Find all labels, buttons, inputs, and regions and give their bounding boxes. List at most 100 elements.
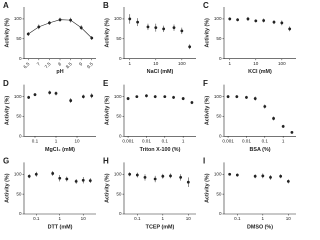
x-tick-label: 100 <box>278 61 286 66</box>
x-tick-label: 1 <box>182 139 185 144</box>
y-tick-label: 0 <box>219 56 222 61</box>
data-point <box>146 25 150 29</box>
data-point <box>81 95 85 98</box>
y-axis-label: Activity (%) <box>104 173 110 203</box>
data-point <box>90 36 94 40</box>
data-point <box>188 45 192 49</box>
y-tick-label: 50 <box>16 191 22 196</box>
x-tick-label: 1 <box>58 216 61 221</box>
x-tick-label: 1 <box>128 61 131 66</box>
x-tick-label: 0.001 <box>222 139 234 144</box>
data-point <box>245 95 248 99</box>
y-tick-label: 0 <box>19 134 22 139</box>
y-tick-label: 50 <box>16 36 22 41</box>
data-point <box>65 177 69 181</box>
data-point <box>235 173 239 177</box>
data-point <box>27 95 31 99</box>
data-point <box>128 17 132 21</box>
data-point <box>186 180 190 184</box>
y-tick-label: 100 <box>214 16 222 21</box>
x-tick-label: 8.5 <box>65 61 73 69</box>
panel-label: G <box>3 156 9 165</box>
y-axis-label: Activity (%) <box>4 96 10 126</box>
data-point <box>154 26 158 30</box>
x-tick-label: 0.1 <box>33 216 40 221</box>
data-point <box>272 117 275 120</box>
data-point <box>33 93 37 97</box>
data-point <box>253 174 257 178</box>
x-tick-label: 1 <box>262 216 265 221</box>
y-tick-label: 50 <box>116 114 122 119</box>
data-point <box>269 176 272 179</box>
data-point <box>135 173 139 177</box>
data-point <box>90 94 94 98</box>
x-tick-label: 6.5 <box>22 61 30 69</box>
data-point <box>172 26 176 30</box>
data-point <box>281 124 285 128</box>
panel-label: A <box>3 1 9 10</box>
x-tick-label: 10 <box>286 216 292 221</box>
data-point <box>261 174 265 178</box>
x-tick-label: 0.01 <box>142 139 151 144</box>
data-point <box>236 18 240 22</box>
data-point <box>280 21 284 25</box>
data-point <box>254 19 258 23</box>
data-point <box>263 105 267 108</box>
data-point <box>190 101 194 104</box>
data-point <box>161 174 165 178</box>
y-tick-label: 100 <box>114 171 122 176</box>
y-tick-label: 100 <box>214 171 222 176</box>
y-tick-label: 0 <box>219 211 222 216</box>
y-axis-label: Activity (%) <box>104 18 110 48</box>
data-point <box>163 95 167 98</box>
data-point <box>51 172 55 175</box>
data-point <box>81 178 85 182</box>
y-tick-label: 0 <box>19 56 22 61</box>
data-point <box>181 97 185 100</box>
data-point <box>126 97 130 100</box>
data-point <box>135 95 139 98</box>
x-tick-label: 1 <box>162 216 165 221</box>
data-point <box>34 172 38 176</box>
panel-label: C <box>203 1 209 10</box>
data-point <box>246 17 250 21</box>
data-point <box>235 95 239 98</box>
data-point <box>153 95 157 98</box>
data-point <box>162 27 166 31</box>
x-tick-label: 0.1 <box>234 216 241 221</box>
data-point <box>58 18 62 22</box>
data-point <box>228 172 232 176</box>
data-point <box>290 130 294 134</box>
y-axis-label: Activity (%) <box>204 18 210 48</box>
x-axis-label: DTT (mM) <box>48 224 73 230</box>
y-tick-label: 50 <box>116 36 122 41</box>
x-tick-label: 0.1 <box>262 139 269 144</box>
x-axis-label: Triton X-100 (%) <box>140 147 181 153</box>
data-point <box>172 95 175 99</box>
x-tick-label: 1 <box>228 61 231 66</box>
x-axis-label: BSA (%) <box>249 147 270 153</box>
data-point <box>145 94 148 98</box>
x-tick-label: 10 <box>186 216 192 221</box>
x-tick-label: 7 <box>36 61 42 67</box>
x-tick-label: 10 <box>81 216 87 221</box>
x-tick-label: 10 <box>74 139 80 144</box>
data-point <box>179 176 183 179</box>
data-point <box>262 19 266 22</box>
x-tick-label: 10 <box>253 61 259 66</box>
x-tick-label: 0.1 <box>32 139 39 144</box>
x-axis-label: MgCl₂ (mM) <box>45 147 75 153</box>
data-point <box>26 32 30 36</box>
data-point <box>272 20 276 24</box>
panel-label: E <box>103 79 109 88</box>
x-axis-label: pH <box>56 69 63 75</box>
x-axis-label: NaCl (mM) <box>147 69 174 75</box>
y-axis-label: Activity (%) <box>4 173 10 203</box>
y-tick-label: 0 <box>219 134 222 139</box>
data-point <box>288 27 292 31</box>
data-point <box>69 99 73 102</box>
data-point <box>88 179 92 183</box>
fit-line <box>28 19 92 39</box>
data-point <box>169 174 172 178</box>
